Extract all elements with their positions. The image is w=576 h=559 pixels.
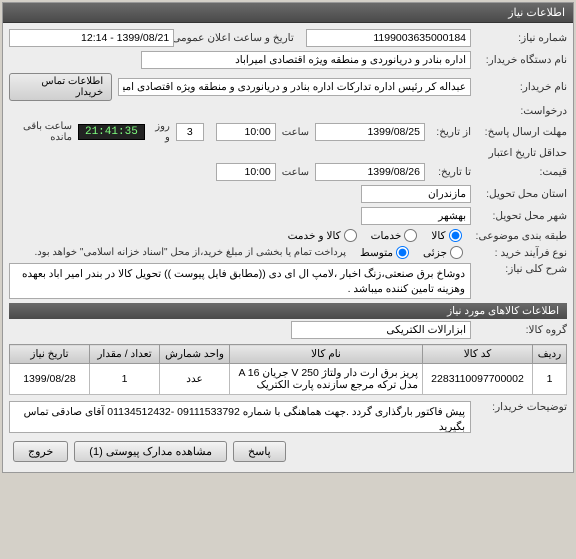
answer-date-field[interactable] (315, 123, 425, 141)
row-credit: حداقل تاریخ اعتبار (9, 145, 567, 161)
row-process: نوع فرآیند خرید : جزئی متوسط پرداخت تمام… (9, 244, 567, 261)
radio-kala[interactable]: کالا (431, 229, 461, 242)
delivery-city-label: شهر محل تحویل: (477, 210, 567, 222)
delivery-city-field[interactable] (361, 207, 471, 225)
row-request: درخواست: (9, 103, 567, 119)
row-category: طبقه بندی موضوعی: کالا خدمات کالا و خدمت (9, 227, 567, 244)
col-name: نام کالا (230, 345, 423, 364)
panel-title: اطلاعات نیاز (3, 3, 573, 23)
row-to-date: قیمت: تا تاریخ: ساعت (9, 161, 567, 183)
niaz-no-label: شماره نیاز: (477, 32, 567, 44)
countdown-timer: 21:41:35 (78, 124, 145, 140)
general-desc-label: شرح کلی نیاز: (477, 263, 567, 275)
price-label: قیمت: (477, 166, 567, 178)
row-buyer-notes: توضیحات خریدار: (9, 399, 567, 435)
delivery-state-field[interactable] (361, 185, 471, 203)
row-item-group: گروه کالا: (9, 319, 567, 341)
row-niaz: شماره نیاز: تاریخ و ساعت اعلان عمومی: (9, 27, 567, 49)
footer-buttons: پاسخ مشاهده مدارک پیوستی (1) خروج (9, 435, 567, 468)
general-desc-field[interactable] (9, 263, 471, 299)
table-row[interactable]: 1 2283110097700002 پریز برق ارت دار ولتا… (10, 364, 567, 395)
saat-label-1: ساعت (282, 127, 309, 138)
buyer-org-label: نام دستگاه خریدار: (477, 54, 567, 66)
item-group-field[interactable] (291, 321, 471, 339)
row-buyer-name: نام خریدار: اطلاعات تماس خریدار (9, 71, 567, 103)
items-table: ردیف کد کالا نام کالا واحد شمارش تعداد /… (9, 344, 567, 395)
buyer-name-field[interactable] (118, 78, 471, 96)
to-date-label: تا تاریخ: (431, 166, 471, 178)
radio-both[interactable]: کالا و خدمت (288, 229, 357, 242)
radio-mid[interactable]: متوسط (360, 246, 409, 259)
category-label: طبقه بندی موضوعی: (476, 230, 567, 242)
main-panel: اطلاعات نیاز شماره نیاز: تاریخ و ساعت اع… (2, 2, 574, 473)
col-unit: واحد شمارش (160, 345, 230, 364)
days-field[interactable] (176, 123, 204, 141)
radio-khadmat[interactable]: خدمات (371, 229, 418, 242)
rooz-label: روز و (151, 121, 170, 143)
public-datetime-label: تاریخ و ساعت اعلان عمومی: (180, 32, 294, 44)
attachments-button[interactable]: مشاهده مدارک پیوستی (1) (74, 441, 227, 462)
cell-name: پریز برق ارت دار ولتاژ V 250 جریان A 16 … (230, 364, 423, 395)
remaining-label: ساعت باقی مانده (9, 121, 72, 143)
cell-code: 2283110097700002 (423, 364, 533, 395)
delivery-state-label: استان محل تحویل: (477, 188, 567, 200)
request-label: درخواست: (477, 105, 567, 117)
to-date-field[interactable] (315, 163, 425, 181)
contact-info-button[interactable]: اطلاعات تماس خریدار (9, 73, 112, 101)
item-group-label: گروه کالا: (477, 324, 567, 336)
public-datetime-field[interactable] (9, 29, 174, 47)
answer-button[interactable]: پاسخ (233, 441, 286, 462)
buyer-notes-field[interactable] (9, 401, 471, 433)
niaz-no-field[interactable] (306, 29, 471, 47)
row-delivery-city: شهر محل تحویل: (9, 205, 567, 227)
to-time-field[interactable] (216, 163, 276, 181)
exit-button[interactable]: خروج (13, 441, 68, 462)
row-buyer-org: نام دستگاه خریدار: (9, 49, 567, 71)
col-code: کد کالا (423, 345, 533, 364)
items-section-title: اطلاعات کالاهای مورد نیاز (9, 303, 567, 319)
answer-time-field[interactable] (216, 123, 276, 141)
cell-unit: عدد (160, 364, 230, 395)
cell-row: 1 (533, 364, 567, 395)
process-type-label: نوع فرآیند خرید : (477, 247, 567, 259)
panel-body: شماره نیاز: تاریخ و ساعت اعلان عمومی: نا… (3, 23, 573, 472)
cell-date: 1399/08/28 (10, 364, 90, 395)
saat-label-2: ساعت (282, 167, 309, 178)
buyer-name-label: نام خریدار: (477, 81, 567, 93)
cell-qty: 1 (90, 364, 160, 395)
table-header-row: ردیف کد کالا نام کالا واحد شمارش تعداد /… (10, 345, 567, 364)
from-date-label: از تاریخ: (431, 126, 471, 138)
buyer-notes-label: توضیحات خریدار: (477, 401, 567, 413)
col-date: تاریخ نیاز (10, 345, 90, 364)
col-row: ردیف (533, 345, 567, 364)
min-credit-label: حداقل تاریخ اعتبار (477, 147, 567, 159)
radio-low[interactable]: جزئی (423, 246, 463, 259)
process-note: پرداخت تمام یا بخشی از مبلغ خرید،از محل … (34, 247, 346, 258)
col-qty: تعداد / مقدار (90, 345, 160, 364)
row-general-desc: شرح کلی نیاز: (9, 261, 567, 301)
row-answer-deadline: مهلت ارسال پاسخ: از تاریخ: ساعت روز و 21… (9, 119, 567, 145)
buyer-org-field[interactable] (141, 51, 471, 69)
row-delivery-state: استان محل تحویل: (9, 183, 567, 205)
answer-deadline-label: مهلت ارسال پاسخ: (477, 126, 567, 138)
